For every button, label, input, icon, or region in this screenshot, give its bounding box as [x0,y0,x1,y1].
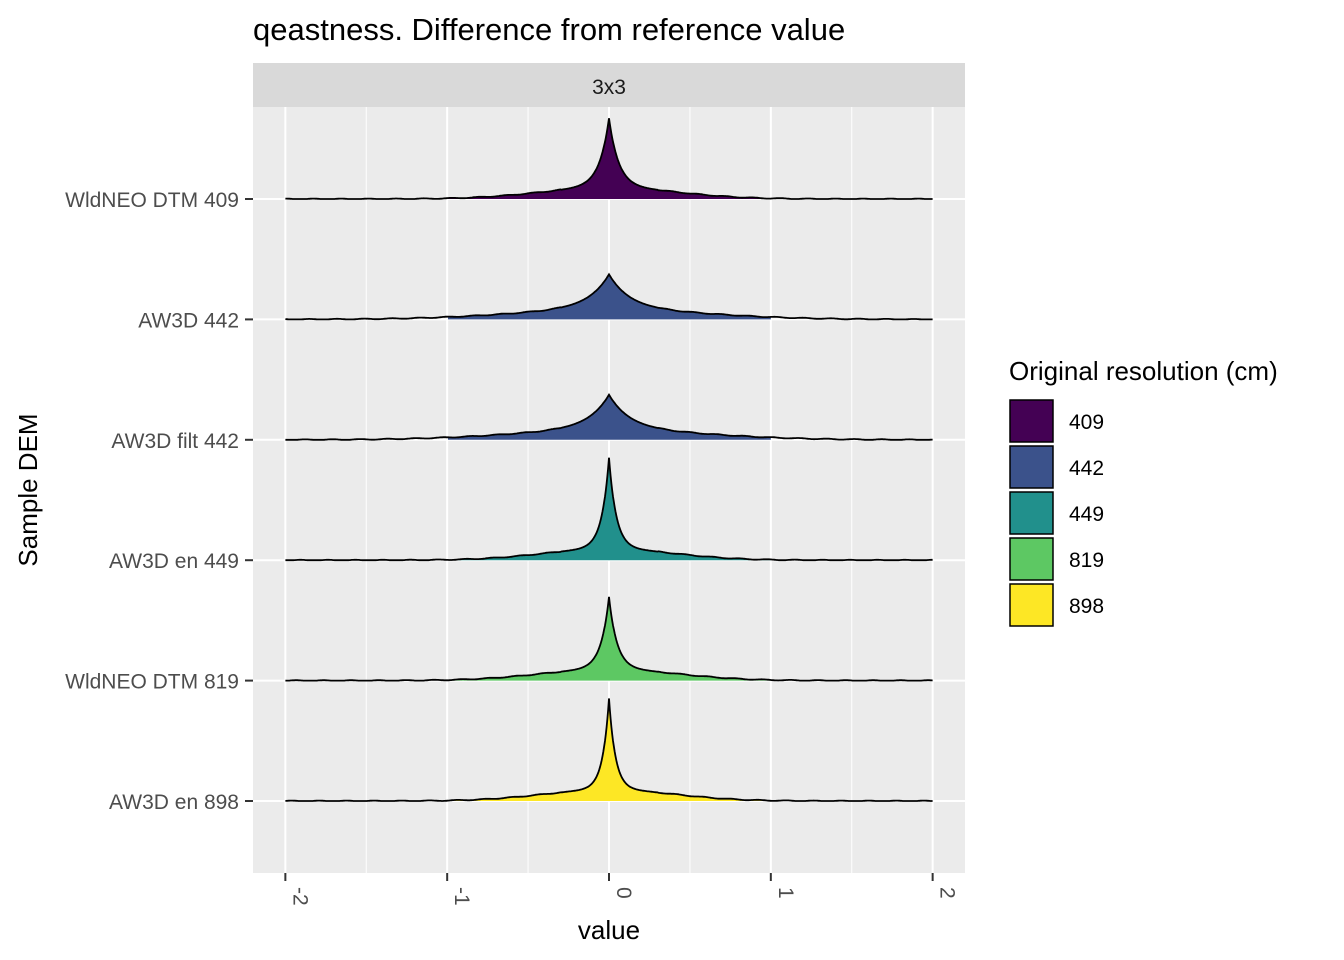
facet-strip [253,63,965,107]
legend-key-898 [1009,583,1054,627]
ridge-fill-449 [448,457,771,561]
x-tick-label: -2 [288,887,311,906]
legend-label: 409 [1069,411,1104,434]
y-tick-label: AW3D en 898 [109,791,239,814]
minor-gridlines [365,107,853,873]
ridge-line-819 [285,596,933,682]
x-tick-label: -1 [450,887,473,906]
facet-label: 3x3 [592,76,626,99]
x-axis: -2 -1 0 1 2 [284,873,959,906]
x-tick-label: 1 [774,887,797,899]
ridge-line-442 [285,272,933,321]
ridge-fill-442 [448,394,771,440]
y-tick-label: AW3D en 449 [109,550,239,573]
legend-key-442 [1009,445,1054,489]
y-tick-label: WldNEO DTM 409 [65,189,239,212]
ridge-fill-442 [448,274,771,320]
legend-key-449 [1009,491,1054,535]
ridge-line-898 [285,698,933,802]
ridge-line-442 [285,392,933,441]
y-axis-title: Sample DEM [13,413,43,566]
x-axis-title: value [578,915,640,945]
x-tick-label: 0 [612,887,635,899]
y-tick-label: AW3D 442 [138,309,239,332]
ridge-fill-898 [448,698,771,801]
y-axis: WldNEO DTM 409 AW3D 442 AW3D filt 442 AW3D … [65,189,253,814]
y-tick-label: AW3D filt 442 [111,430,239,453]
chart-title: qeastness. Difference from reference val… [253,12,845,47]
legend-key-409 [1009,399,1054,443]
ridge-fill-409 [448,118,771,199]
legend-label: 449 [1069,503,1104,526]
ridge-series [285,118,933,802]
legend-label: 442 [1069,457,1104,480]
x-tick-label: 2 [936,887,959,899]
legend-key-819 [1009,537,1054,581]
y-tick-label: WldNEO DTM 819 [65,671,239,694]
legend-label: 819 [1069,549,1104,572]
legend-title: Original resolution (cm) [1009,356,1278,386]
legend-label: 898 [1069,595,1104,618]
legend: Original resolution (cm) 409 442 449 819 898 [1009,356,1278,627]
ridge-line-409 [285,118,933,200]
ridge-line-449 [285,457,933,562]
ridge-fill-819 [448,596,771,681]
